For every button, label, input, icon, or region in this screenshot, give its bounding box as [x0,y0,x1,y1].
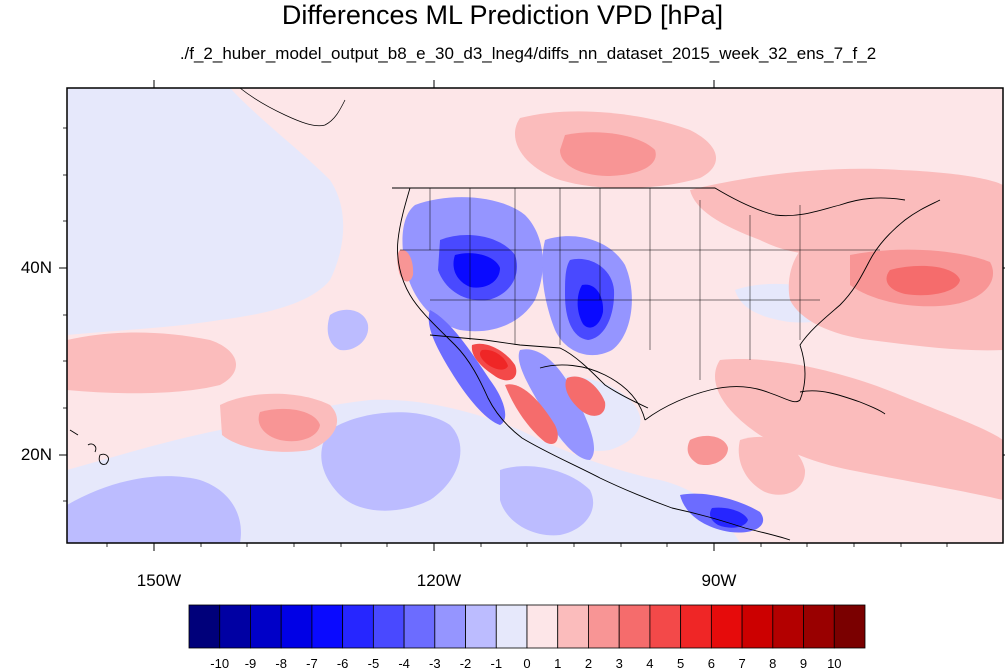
state-borders [400,188,880,380]
pos-region-chihuahua [565,376,606,416]
colorbar-tick-label: -2 [459,656,472,671]
neg-region-central-pacific [321,412,461,511]
colorbar-box [710,604,743,649]
lon-label-90w: 90W [701,571,737,590]
neg-region-hawaii-south [67,476,241,543]
us-canada-border [392,187,906,217]
colorbar-box [250,604,282,649]
neg-region-central-america-core [710,507,748,528]
colorbar-tick-label: -5 [367,656,380,671]
colorbar-tick-label: -6 [336,656,349,671]
neg-region-baja [428,310,506,425]
colorbar-tick-label: -7 [306,656,318,671]
land-outlines [69,88,941,541]
colorbar-tick-label: 7 [738,656,746,671]
pos-region-pacific-central-core [258,408,320,442]
colorbar-box [741,604,774,649]
colorbar-box [649,604,682,649]
pos-region-sierra-madre [505,384,558,445]
colorbar-tick-label: 0 [523,656,531,671]
colorbar-box [403,604,436,649]
colorbar-box [557,604,589,649]
pos-region-caribbean [715,359,1003,500]
colorbar-tick-label: -9 [244,656,257,671]
colorbar-box [526,604,559,649]
pos-region-central-america [738,436,806,495]
hawaii-islands [69,429,109,465]
colorbar-box [588,604,620,649]
colorbar-tick-label: -3 [429,656,441,671]
pos-region-gulf-california-core [479,349,508,370]
neg-region-west-coast [327,309,369,351]
colorbar [188,604,866,649]
colorbar-tick-label: -1 [490,656,503,671]
colorbar-tick-label: -10 [210,656,230,671]
colorbar-box [280,604,313,649]
neg-region-mexico-west [518,349,595,460]
colorbar-tick-label: 5 [676,656,685,671]
colorbar-tick-label: 1 [554,656,562,671]
colorbar-box [680,604,712,649]
alaska-coast [239,88,346,127]
colorbar-box [618,604,651,649]
colorbar-tick-label: 3 [615,656,623,671]
colorbar-box [311,604,344,649]
lon-label-120w: 120W [416,571,462,590]
lat-label-40n: 40N [20,258,52,277]
colorbar-tick-label: 8 [769,656,777,671]
colorbar-box [219,604,251,649]
colorbar-box [434,604,466,649]
colorbar-box [342,604,374,649]
neg-region-south-pacific [500,466,594,536]
pos-region-pacific-west [67,332,237,394]
us-mexico-border [429,334,649,409]
colorbar-tick-label: 2 [584,656,593,671]
neg-region-great-basin-max [453,253,500,288]
lat-label-20n: 20N [20,445,52,464]
map-title: Differences ML Prediction VPD [hPa] [281,0,724,30]
colorbar-box [803,604,835,649]
colorbar-tick-label: 10 [827,656,842,671]
neg-region-pacific-north [67,88,344,335]
map-subtitle: ./f_2_huber_model_output_b8_e_30_d3_lneg… [179,44,877,63]
colorbar-tick-label: 9 [799,656,808,671]
colorbar-box [772,604,804,649]
colorbar-box [188,604,221,649]
colorbar-tick-label: -4 [398,656,410,671]
map-ticks [59,80,1005,551]
pos-region-california-coast [397,249,414,282]
pos-region-mexico-south [687,435,728,466]
pos-region-atlantic-max [886,265,960,296]
colorbar-tick-label: -8 [275,656,287,671]
neg-region-rockies-max [577,284,604,328]
colorbar-tick-label: 6 [707,656,715,671]
colorbar-box [495,604,528,649]
colorbar-tick-label: 4 [646,656,654,671]
pos-region-canada-core [560,132,656,176]
colorbar-box [465,604,497,649]
difference-field [67,88,1003,543]
colorbar-box [833,604,866,649]
map-frame [66,87,1004,544]
cuba [799,390,886,415]
colorbar-box [372,604,405,649]
lon-label-150w: 150W [136,571,182,590]
map-minor-ticks [63,127,948,547]
